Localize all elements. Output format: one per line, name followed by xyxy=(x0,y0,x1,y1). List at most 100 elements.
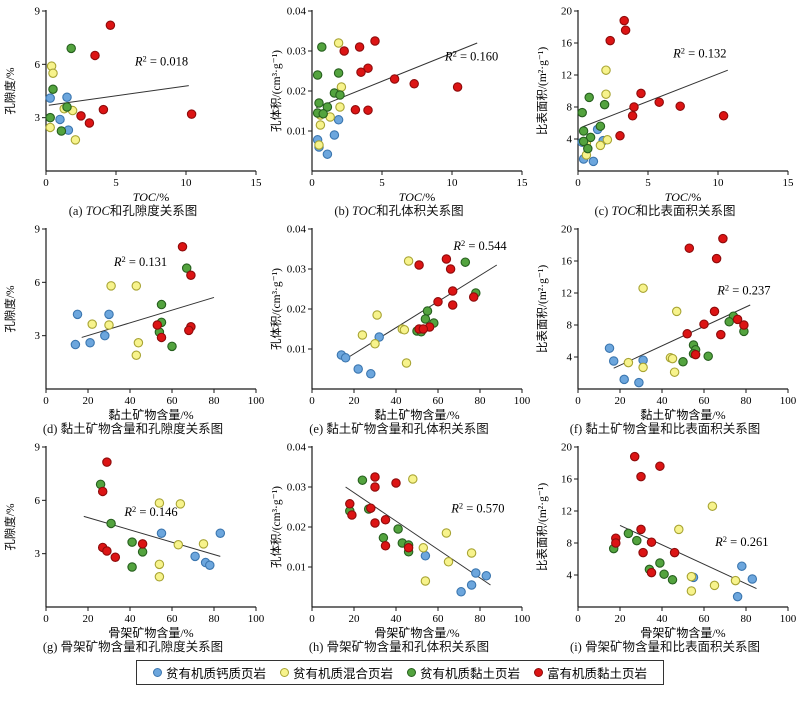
svg-text:15: 15 xyxy=(783,177,795,189)
svg-text:0: 0 xyxy=(575,395,581,407)
svg-text:骨架矿物含量/%: 骨架矿物含量/% xyxy=(640,625,725,640)
scatter-plot-framework-porosity: 0 20 40 60 80 100 3 6 9 骨架矿物含量/% 孔隙度/% R2 = 0.146 xyxy=(3,442,264,641)
chart-caption: (c) TOC和比表面积关系图 xyxy=(594,204,736,218)
svg-text:16: 16 xyxy=(561,256,573,268)
svg-text:15: 15 xyxy=(517,177,529,189)
chart-caption: (f) 黏土矿物含量和比表面积关系图 xyxy=(569,422,761,436)
svg-text:40: 40 xyxy=(125,395,137,407)
svg-text:0.03: 0.03 xyxy=(287,264,307,276)
svg-text:10: 10 xyxy=(447,177,459,189)
scatter-plot-clay-porosity: 0 20 40 60 80 100 3 6 9 黏土矿物含量/% 孔隙度/% R2 = 0.131 xyxy=(3,224,264,423)
svg-text:12: 12 xyxy=(561,70,572,82)
scatter-plot-toc-surfacearea: 0 5 10 15 4 8 12 16 20 TOC/% 比表面积/(m²·g⁻¹) R2 = 0.1… xyxy=(535,6,795,205)
svg-text:20: 20 xyxy=(561,442,573,454)
scatter-plot-clay-surfacearea: 0 20 40 60 80 100 4 8 12 16 20 黏土矿物含量/% 比表面积/(m²·g⁻¹… xyxy=(535,224,796,423)
svg-text:比表面积/(m²·g⁻¹): 比表面积/(m²·g⁻¹) xyxy=(535,483,549,572)
svg-text:0.04: 0.04 xyxy=(287,442,307,454)
svg-text:100: 100 xyxy=(514,613,530,625)
svg-text:0.02: 0.02 xyxy=(287,522,306,534)
svg-text:40: 40 xyxy=(391,395,403,407)
svg-text:16: 16 xyxy=(561,38,573,50)
svg-text:黏土矿物含量/%: 黏土矿物含量/% xyxy=(108,407,193,422)
chart-cell-a: 0 5 10 15 3 6 9 TOC/% 孔隙度/% R2 = 0.018 (a) TOC和孔隙… xyxy=(0,2,266,220)
svg-text:0.01: 0.01 xyxy=(287,126,306,138)
legend-label: 贫有机质黏土页岩 xyxy=(420,667,521,681)
svg-text:0: 0 xyxy=(43,177,49,189)
chart-grid: 0 5 10 15 3 6 9 TOC/% 孔隙度/% R2 = 0.018 (a) TOC和孔隙… xyxy=(0,2,800,656)
green-dot-marker-icon xyxy=(407,668,416,677)
svg-text:8: 8 xyxy=(567,320,573,332)
svg-text:0.01: 0.01 xyxy=(287,344,306,356)
svg-text:15: 15 xyxy=(251,177,263,189)
svg-text:3: 3 xyxy=(35,330,41,342)
svg-text:0.02: 0.02 xyxy=(287,304,306,316)
svg-text:80: 80 xyxy=(475,395,487,407)
chart-caption: (b) TOC和孔体积关系图 xyxy=(334,204,464,218)
svg-text:12: 12 xyxy=(561,506,572,518)
svg-text:9: 9 xyxy=(35,224,41,236)
svg-text:60: 60 xyxy=(433,613,445,625)
svg-text:R2 = 0.132: R2 = 0.132 xyxy=(672,45,726,60)
svg-text:R2 = 0.570: R2 = 0.570 xyxy=(450,501,504,516)
svg-text:0.01: 0.01 xyxy=(287,562,306,574)
svg-text:100: 100 xyxy=(780,395,796,407)
svg-text:TOC/%: TOC/% xyxy=(399,190,435,204)
svg-text:40: 40 xyxy=(125,613,137,625)
svg-text:80: 80 xyxy=(475,613,487,625)
scatter-plot-framework-surfacearea: 0 20 40 60 80 100 4 8 12 16 20 骨架矿物含量/% 比表面积/(m²·g⁻¹… xyxy=(535,442,796,641)
svg-text:4: 4 xyxy=(567,570,573,582)
svg-text:孔隙度/%: 孔隙度/% xyxy=(3,503,17,551)
red-dot-marker-icon xyxy=(534,668,544,677)
svg-text:100: 100 xyxy=(780,613,796,625)
chart-caption: (e) 黏土矿物含量和孔体积关系图 xyxy=(309,422,489,436)
svg-text:100: 100 xyxy=(248,613,264,625)
svg-text:80: 80 xyxy=(741,613,753,625)
chart-cell-e: 0 20 40 60 80 100 0.01 0.02 0.03 0.04 黏土矿物含量/% 孔体积/… xyxy=(266,220,532,438)
chart-cell-b: 0 5 10 15 0.01 0.02 0.03 0.04 TOC/% 孔体积/(cm³·g⁻¹)… xyxy=(266,2,532,220)
legend: 贫有机质钙质页岩 贫有机质混合页岩 贫有机质黏土页岩 富有机质黏土页岩 xyxy=(0,660,800,685)
scatter-plot-toc-porevolume: 0 5 10 15 0.01 0.02 0.03 0.04 TOC/% 孔体积/(cm³·g⁻¹)… xyxy=(269,6,529,205)
svg-text:6: 6 xyxy=(35,495,41,507)
svg-text:60: 60 xyxy=(167,395,179,407)
svg-text:10: 10 xyxy=(713,177,725,189)
svg-text:0: 0 xyxy=(309,177,315,189)
yellow-dot-marker-icon xyxy=(279,668,289,677)
chart-cell-f: 0 20 40 60 80 100 4 8 12 16 20 黏土矿物含量/% 比表面积/(m²·g⁻¹… xyxy=(532,220,798,438)
svg-text:80: 80 xyxy=(209,613,221,625)
svg-text:9: 9 xyxy=(35,442,41,454)
chart-cell-i: 0 20 40 60 80 100 4 8 12 16 20 骨架矿物含量/% 比表面积/(m²·g⁻¹… xyxy=(532,438,798,656)
chart-cell-h: 0 20 40 60 80 100 0.01 0.02 0.03 0.04 骨架矿物含量/% 孔体积/… xyxy=(266,438,532,656)
svg-text:0.04: 0.04 xyxy=(287,224,307,236)
svg-text:比表面积/(m²·g⁻¹): 比表面积/(m²·g⁻¹) xyxy=(535,265,549,354)
scatter-plot-toc-porosity: 0 5 10 15 3 6 9 TOC/% 孔隙度/% R2 = 0.018 xyxy=(3,6,263,205)
svg-text:9: 9 xyxy=(35,6,41,18)
svg-text:孔体积/(cm³·g⁻¹): 孔体积/(cm³·g⁻¹) xyxy=(269,268,283,350)
svg-text:0: 0 xyxy=(309,395,315,407)
svg-text:8: 8 xyxy=(567,102,573,114)
chart-caption: (a) TOC和孔隙度关系图 xyxy=(68,204,198,218)
svg-text:0: 0 xyxy=(575,177,581,189)
chart-caption: (i) 骨架矿物含量和比表面积关系图 xyxy=(570,640,760,654)
svg-text:0: 0 xyxy=(43,395,49,407)
svg-text:8: 8 xyxy=(567,538,573,550)
legend-label: 富有机质黏土页岩 xyxy=(547,667,648,681)
svg-text:R2 = 0.018: R2 = 0.018 xyxy=(134,53,188,68)
svg-text:100: 100 xyxy=(248,395,264,407)
svg-text:0: 0 xyxy=(309,613,315,625)
svg-text:60: 60 xyxy=(699,613,711,625)
svg-text:60: 60 xyxy=(167,613,179,625)
svg-text:3: 3 xyxy=(35,548,41,560)
svg-text:40: 40 xyxy=(391,613,403,625)
svg-text:60: 60 xyxy=(433,395,445,407)
svg-text:TOC/%: TOC/% xyxy=(665,190,701,204)
svg-text:孔隙度/%: 孔隙度/% xyxy=(3,67,17,115)
svg-text:3: 3 xyxy=(35,112,41,124)
chart-caption: (d) 黏土矿物含量和孔隙度关系图 xyxy=(42,422,224,436)
svg-text:5: 5 xyxy=(113,177,119,189)
svg-text:比表面积/(m²·g⁻¹): 比表面积/(m²·g⁻¹) xyxy=(535,47,549,136)
legend-label: 贫有机质混合页岩 xyxy=(292,667,393,681)
svg-text:R2 = 0.261: R2 = 0.261 xyxy=(714,534,768,549)
svg-text:TOC/%: TOC/% xyxy=(133,190,169,204)
svg-text:6: 6 xyxy=(35,59,41,71)
svg-text:黏土矿物含量/%: 黏土矿物含量/% xyxy=(640,407,725,422)
